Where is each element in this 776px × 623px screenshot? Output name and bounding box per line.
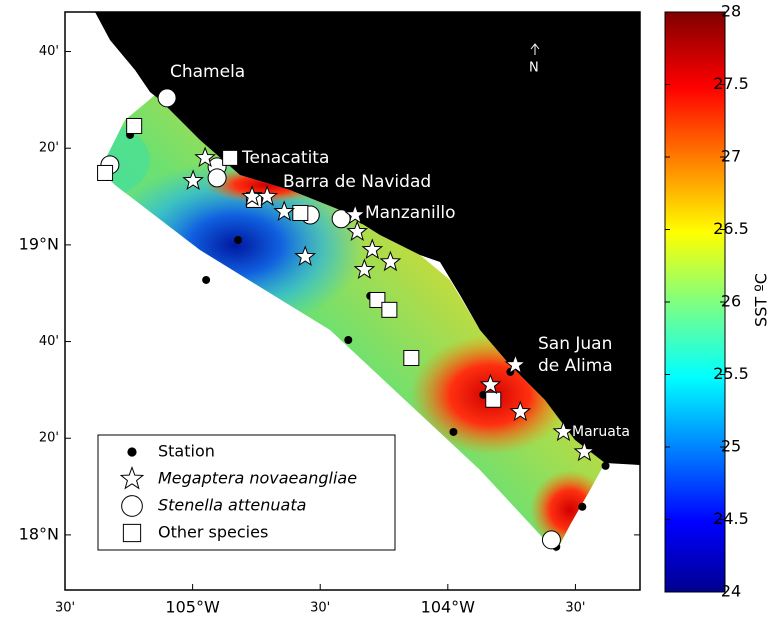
colorbar-tick-label: 27.5 bbox=[713, 74, 749, 93]
star-marker bbox=[379, 250, 402, 272]
markers bbox=[97, 88, 610, 551]
star-marker bbox=[573, 440, 596, 462]
square-marker bbox=[222, 149, 239, 166]
star-marker bbox=[479, 373, 502, 395]
square-marker bbox=[485, 391, 502, 408]
square-marker bbox=[292, 204, 309, 221]
legend-label: Megaptera novaeangliae bbox=[158, 469, 357, 488]
station-marker bbox=[601, 461, 610, 470]
colorbar-tick-label: 24 bbox=[721, 582, 741, 601]
map-area bbox=[65, 12, 640, 590]
x-tick-label: 30' bbox=[310, 601, 330, 616]
star-marker bbox=[194, 146, 216, 168]
colorbar-tick-label: 26.5 bbox=[713, 219, 749, 238]
star-marker bbox=[353, 258, 376, 280]
square-marker bbox=[126, 117, 143, 134]
star-marker bbox=[256, 185, 278, 206]
colorbar-tick-label: 26 bbox=[721, 292, 741, 311]
colorbar-tick-label: 27 bbox=[721, 147, 741, 166]
x-tick-label: 105°W bbox=[165, 598, 220, 617]
y-tick-label: 19°N bbox=[19, 234, 59, 253]
star-marker bbox=[294, 245, 317, 267]
station-marker bbox=[344, 336, 353, 345]
star-marker bbox=[344, 203, 367, 225]
circle-marker bbox=[121, 495, 143, 517]
square-marker bbox=[381, 301, 398, 318]
ticks: 30' 105°W 30' 104°W 30' 40' 20' 19°N 40' 20' 18°N bbox=[19, 12, 640, 617]
x-tick-label: 30' bbox=[55, 601, 75, 616]
map-frame bbox=[64, 11, 641, 591]
colorbar-ticks: 24 24.5 25 25.5 26 26.5 27 27.5 28 bbox=[665, 2, 749, 601]
colorbar-tick-label: 28 bbox=[721, 2, 741, 21]
star-marker bbox=[182, 169, 204, 191]
legend-label: Stenella attenuata bbox=[158, 496, 306, 515]
circle-marker bbox=[541, 530, 561, 550]
circle-marker bbox=[207, 168, 227, 188]
north-label: N bbox=[529, 61, 539, 76]
colorbar-tick-label: 25.5 bbox=[713, 364, 749, 383]
place-label: Chamela bbox=[170, 62, 245, 82]
y-tick-label: 20' bbox=[39, 431, 59, 446]
y-tick-label: 40' bbox=[39, 44, 59, 59]
square-marker bbox=[403, 349, 420, 366]
land bbox=[95, 12, 640, 465]
square-marker bbox=[122, 523, 142, 543]
star-marker bbox=[119, 466, 145, 490]
square-marker bbox=[369, 291, 386, 308]
colorbar-tick-label: 25 bbox=[721, 437, 741, 456]
legend bbox=[97, 434, 396, 551]
y-tick-label: 20' bbox=[39, 141, 59, 156]
legend-label: Other species bbox=[158, 523, 268, 542]
station-marker bbox=[127, 447, 137, 457]
place-label: San Juan bbox=[538, 334, 612, 354]
x-tick-label: 104°W bbox=[421, 598, 476, 617]
place-label: Barra de Navidad bbox=[283, 172, 431, 192]
star-marker bbox=[361, 238, 384, 260]
colorbar-label: SST ºC bbox=[752, 273, 771, 327]
star-marker bbox=[504, 353, 527, 375]
circle-marker bbox=[157, 88, 177, 108]
place-label: Manzanillo bbox=[365, 203, 456, 223]
place-label: Tenacatita bbox=[241, 148, 329, 168]
star-marker bbox=[346, 220, 369, 242]
station-marker bbox=[202, 275, 211, 284]
colorbar-tick-label: 24.5 bbox=[713, 509, 749, 528]
legend-label: Station bbox=[158, 442, 215, 461]
x-tick-label: 30' bbox=[565, 601, 585, 616]
north-arrow bbox=[530, 43, 540, 55]
place-label: Maruata bbox=[572, 424, 630, 440]
station-marker bbox=[234, 235, 243, 244]
star-marker bbox=[509, 400, 532, 422]
square-marker bbox=[97, 164, 114, 181]
colorbar bbox=[664, 11, 726, 593]
place-label: de Alima bbox=[538, 356, 613, 376]
y-tick-label: 40' bbox=[39, 334, 59, 349]
y-tick-label: 18°N bbox=[19, 524, 59, 543]
star-marker bbox=[552, 420, 575, 442]
station-marker bbox=[449, 427, 458, 436]
legend-entries: Station Megaptera novaeangliae Stenella at… bbox=[119, 442, 357, 543]
station-marker bbox=[578, 502, 587, 511]
star-marker bbox=[273, 200, 296, 222]
